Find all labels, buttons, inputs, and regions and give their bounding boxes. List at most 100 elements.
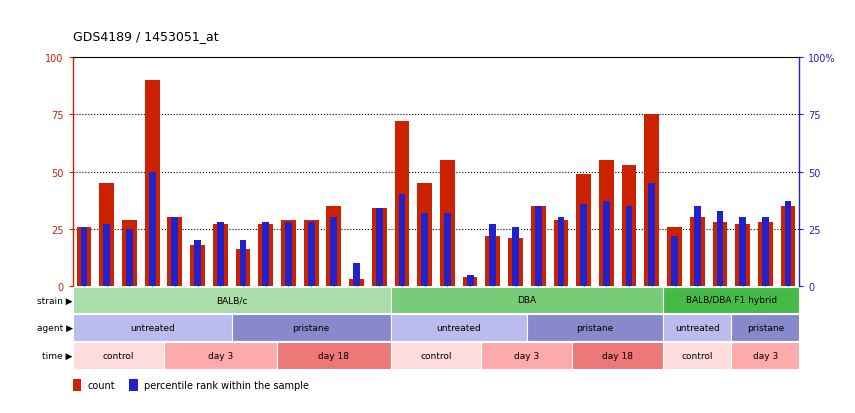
- Bar: [667, 227, 682, 287]
- Bar: [599, 161, 614, 287]
- Bar: [572, 342, 663, 369]
- Bar: [663, 315, 731, 341]
- Text: percentile rank within the sample: percentile rank within the sample: [144, 380, 309, 390]
- Bar: [422, 213, 428, 287]
- Bar: [762, 218, 769, 287]
- Text: control: control: [103, 351, 134, 360]
- Bar: [781, 206, 795, 287]
- Text: day 18: day 18: [602, 351, 634, 360]
- Bar: [353, 263, 360, 287]
- Bar: [213, 225, 227, 287]
- Bar: [417, 183, 432, 287]
- Bar: [716, 211, 723, 287]
- Text: DBA: DBA: [517, 296, 536, 305]
- Bar: [671, 236, 678, 287]
- Bar: [663, 342, 731, 369]
- Bar: [73, 287, 391, 313]
- Bar: [557, 218, 564, 287]
- Bar: [693, 206, 700, 287]
- Text: count: count: [87, 380, 115, 390]
- Bar: [391, 342, 481, 369]
- Bar: [372, 209, 386, 287]
- Bar: [163, 342, 277, 369]
- Bar: [626, 206, 633, 287]
- Bar: [144, 81, 160, 287]
- Bar: [581, 204, 587, 287]
- Text: day 3: day 3: [514, 351, 540, 360]
- Bar: [735, 225, 750, 287]
- Bar: [236, 250, 251, 287]
- Bar: [262, 223, 269, 287]
- Bar: [648, 183, 655, 287]
- Text: GDS4189 / 1453051_at: GDS4189 / 1453051_at: [73, 31, 218, 43]
- Bar: [467, 275, 474, 287]
- Bar: [304, 220, 319, 287]
- Text: day 3: day 3: [208, 351, 233, 360]
- Text: untreated: untreated: [436, 323, 481, 332]
- Bar: [512, 227, 519, 287]
- Bar: [712, 223, 728, 287]
- Text: untreated: untreated: [675, 323, 720, 332]
- Bar: [731, 342, 799, 369]
- Text: pristane: pristane: [746, 323, 784, 332]
- Bar: [508, 238, 523, 287]
- Bar: [73, 379, 81, 392]
- Text: strain ▶: strain ▶: [37, 296, 73, 305]
- Bar: [129, 379, 138, 392]
- Text: agent ▶: agent ▶: [37, 323, 73, 332]
- Bar: [553, 220, 569, 287]
- Bar: [603, 202, 610, 287]
- Bar: [281, 220, 296, 287]
- Bar: [527, 315, 663, 341]
- Bar: [126, 229, 133, 287]
- Bar: [391, 287, 663, 313]
- Bar: [80, 227, 87, 287]
- Bar: [463, 277, 477, 287]
- Bar: [168, 218, 182, 287]
- Bar: [327, 206, 341, 287]
- Bar: [785, 202, 792, 287]
- Bar: [576, 174, 591, 287]
- Bar: [395, 122, 410, 287]
- Bar: [349, 280, 364, 287]
- Bar: [73, 342, 163, 369]
- Bar: [690, 218, 705, 287]
- Text: pristane: pristane: [292, 323, 330, 332]
- Bar: [444, 213, 451, 287]
- Bar: [391, 315, 527, 341]
- Bar: [239, 241, 246, 287]
- Bar: [481, 342, 572, 369]
- Text: time ▶: time ▶: [42, 351, 73, 360]
- Text: control: control: [681, 351, 713, 360]
- Text: control: control: [421, 351, 451, 360]
- Bar: [194, 241, 201, 287]
- Bar: [486, 236, 500, 287]
- Bar: [440, 161, 455, 287]
- Bar: [103, 225, 110, 287]
- Bar: [277, 342, 391, 369]
- Bar: [122, 220, 137, 287]
- Text: untreated: untreated: [130, 323, 174, 332]
- Bar: [622, 165, 636, 287]
- Bar: [376, 209, 383, 287]
- Text: BALB/DBA F1 hybrid: BALB/DBA F1 hybrid: [686, 296, 777, 305]
- Bar: [398, 195, 405, 287]
- Bar: [489, 225, 496, 287]
- Bar: [308, 223, 315, 287]
- Text: BALB/c: BALB/c: [216, 296, 247, 305]
- Bar: [232, 315, 391, 341]
- Bar: [758, 223, 773, 287]
- Bar: [73, 315, 232, 341]
- Bar: [190, 245, 205, 287]
- Bar: [740, 218, 746, 287]
- Bar: [149, 172, 156, 287]
- Text: day 18: day 18: [318, 351, 350, 360]
- Bar: [663, 287, 799, 313]
- Bar: [731, 315, 799, 341]
- Text: pristane: pristane: [576, 323, 614, 332]
- Bar: [285, 223, 292, 287]
- Bar: [172, 218, 179, 287]
- Text: day 3: day 3: [752, 351, 778, 360]
- Bar: [535, 206, 542, 287]
- Bar: [217, 223, 224, 287]
